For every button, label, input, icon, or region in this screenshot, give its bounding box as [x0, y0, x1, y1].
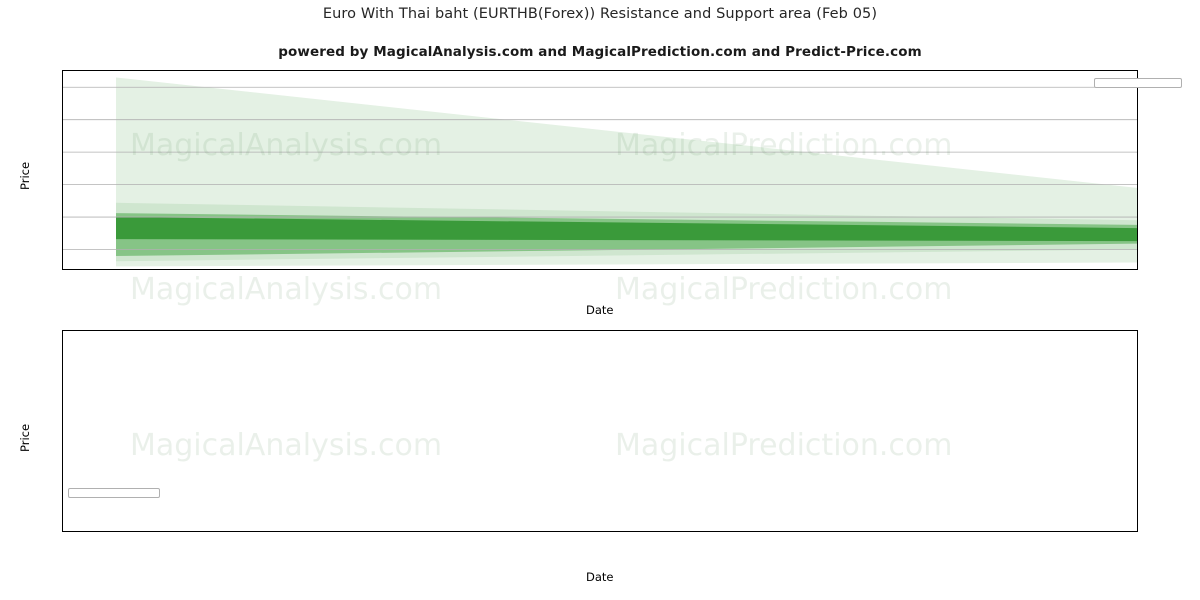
page-title: Euro With Thai baht (EURTHB(Forex)) Resi…: [322, 6, 878, 22]
detail-x-axis-label: Date: [586, 570, 614, 584]
detail-plot-area: [62, 330, 1138, 532]
detail-plot-svg: [63, 331, 1137, 531]
detail-chart-panel: [62, 330, 1138, 532]
overview-chart-panel: [62, 70, 1138, 270]
page-subtitle: powered by MagicalAnalysis.com and Magic…: [278, 44, 922, 60]
overview-x-axis-label: Date: [586, 303, 614, 317]
overview-plot-svg: [63, 77, 1137, 267]
detail-y-axis-label: Price: [18, 423, 32, 452]
watermark-text: MagicalAnalysis.com: [130, 272, 443, 307]
detail-legend: [68, 488, 160, 498]
overview-y-axis-label: Price: [18, 161, 32, 190]
overview-plot-area: [62, 70, 1138, 270]
overview-legend: [1094, 78, 1182, 88]
watermark-text: MagicalPrediction.com: [615, 272, 953, 307]
band-core-band: [116, 217, 1137, 242]
